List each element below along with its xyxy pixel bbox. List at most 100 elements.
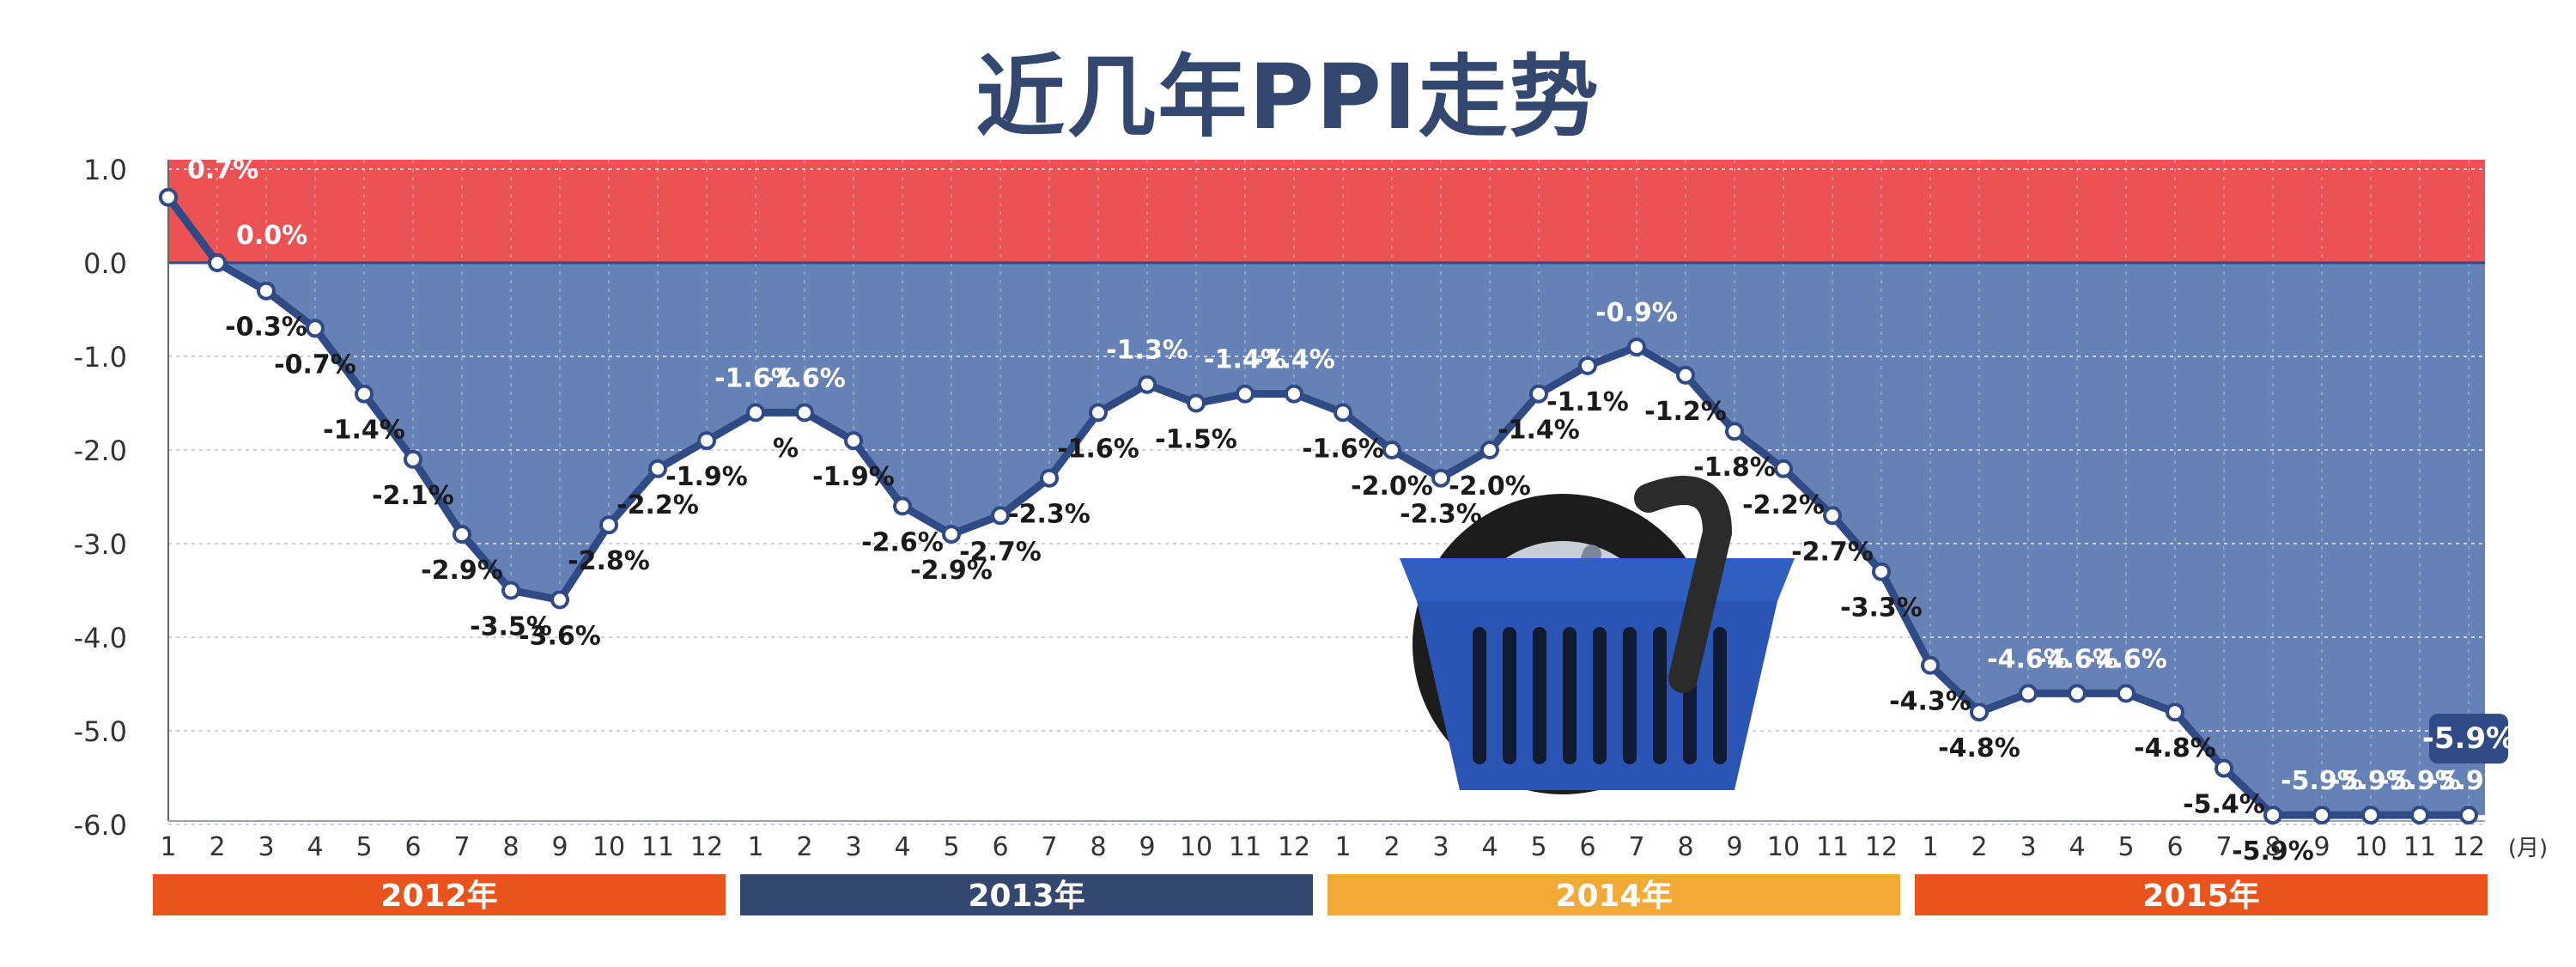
x-tick-label: 12 — [1278, 832, 1310, 862]
y-tick-label: 1.0 — [83, 154, 127, 186]
last-value-callout — [2429, 714, 2508, 764]
x-tick-label: 3 — [1432, 832, 1449, 862]
x-tick-label: 5 — [1530, 832, 1546, 862]
data-point — [1187, 393, 1206, 413]
data-point — [795, 403, 814, 423]
data-label: -1.6% — [1057, 434, 1139, 464]
data-label: -1.4% — [1204, 345, 1286, 375]
data-point — [2019, 684, 2038, 703]
x-tick-label: 11 — [1229, 832, 1261, 862]
x-tick-label: 12 — [2452, 832, 2485, 862]
data-label: -5.9% — [2330, 766, 2412, 796]
year-band — [740, 874, 1313, 915]
data-label: -1.4% — [323, 416, 405, 446]
x-tick-label: 1 — [1922, 832, 1938, 862]
data-point — [1334, 403, 1352, 423]
x-tick-label: 6 — [2166, 832, 2183, 862]
x-tick-label: 11 — [2403, 832, 2436, 862]
data-point — [1480, 441, 1499, 459]
year-band — [153, 874, 726, 915]
year-band — [1327, 874, 1900, 915]
basket-slot-icon — [1653, 627, 1667, 764]
data-point — [550, 590, 569, 610]
x-tick-label: 6 — [992, 832, 1008, 862]
data-point — [1040, 468, 1059, 488]
data-label: -5.9% — [2379, 766, 2461, 796]
area-below-zero — [168, 263, 2485, 816]
data-label: -5.9% — [2281, 766, 2363, 796]
data-point — [2215, 758, 2233, 778]
data-point — [844, 431, 863, 451]
data-point — [991, 506, 1010, 526]
data-point — [2312, 806, 2331, 825]
x-tick-label: 5 — [2117, 832, 2134, 862]
data-label: -1.6% — [1302, 434, 1384, 464]
data-point — [746, 403, 765, 423]
data-label: -1.2% — [1644, 397, 1727, 427]
data-point — [2361, 806, 2380, 825]
y-tick-label: -4.0 — [74, 622, 127, 654]
x-tick-label: 10 — [592, 832, 625, 862]
x-tick-label: 10 — [1180, 832, 1212, 862]
x-tick-label: 4 — [307, 832, 323, 862]
basket-slot-icon — [1623, 627, 1637, 764]
data-label: -2.9% — [421, 556, 503, 586]
data-point — [599, 515, 618, 535]
x-tick-label: 9 — [1726, 832, 1742, 862]
x-tick-label: 10 — [1767, 832, 1800, 862]
data-label: -1.9% — [665, 462, 748, 492]
data-label: -2.7% — [959, 537, 1042, 567]
data-label: -1.6% — [714, 363, 797, 393]
data-label: -3.6% — [519, 621, 601, 651]
x-tick-label: 9 — [551, 832, 568, 862]
data-label: -1.3% — [1106, 336, 1188, 366]
data-label: -3.3% — [1840, 593, 1923, 623]
x-tick-label: 2 — [1971, 832, 1987, 862]
x-tick-label: 7 — [1628, 832, 1644, 862]
x-tick-label: 11 — [1816, 832, 1849, 862]
data-label: -1.4% — [1253, 345, 1335, 375]
x-tick-label: 5 — [943, 832, 959, 862]
x-tick-label: 2 — [796, 832, 812, 862]
basket-slot-icon — [1563, 627, 1577, 764]
x-tick-label: 9 — [1139, 832, 1155, 862]
year-band — [1915, 874, 2488, 915]
y-tick-label: -1.0 — [74, 341, 127, 374]
data-label: -3.5% — [470, 612, 552, 642]
basket-handle-icon — [1634, 476, 1733, 693]
x-tick-label: 6 — [1579, 832, 1595, 862]
data-label: -2.9% — [910, 556, 993, 586]
data-point — [2117, 684, 2136, 703]
data-point — [208, 253, 227, 272]
x-tick-label: 7 — [1041, 832, 1057, 862]
data-point — [1236, 384, 1255, 404]
data-point — [1872, 562, 1891, 581]
data-point — [1774, 459, 1793, 478]
x-tick-label: 4 — [894, 832, 910, 862]
x-tick-label: 5 — [355, 832, 372, 862]
data-point — [1676, 365, 1695, 385]
x-tick-label: 10 — [2354, 832, 2387, 862]
data-label: -1.1% — [1546, 387, 1629, 417]
data-label: -2.3% — [1008, 500, 1091, 530]
data-point — [942, 525, 961, 544]
y-tick-label: -2.0 — [74, 435, 127, 467]
data-point — [1285, 384, 1303, 404]
data-point — [697, 431, 716, 451]
x-tick-label: 4 — [2069, 832, 2085, 862]
data-label: -1.9% — [812, 462, 895, 492]
data-label: -1.8% — [1693, 453, 1776, 483]
x-tick-label: 3 — [845, 832, 861, 862]
basket-tire-illustration — [1400, 476, 1795, 794]
x-tick-label: 11 — [641, 832, 674, 862]
data-label: -5.9% — [2232, 836, 2314, 867]
data-point — [648, 459, 667, 478]
x-tick-label: 8 — [1677, 832, 1693, 862]
data-label: -0.7% — [274, 350, 356, 380]
x-tick-label: 8 — [2264, 832, 2281, 862]
data-point — [306, 319, 325, 338]
basket-slot-icon — [1593, 627, 1607, 764]
x-tick-label: 1 — [747, 832, 763, 862]
data-point — [1921, 655, 1940, 675]
